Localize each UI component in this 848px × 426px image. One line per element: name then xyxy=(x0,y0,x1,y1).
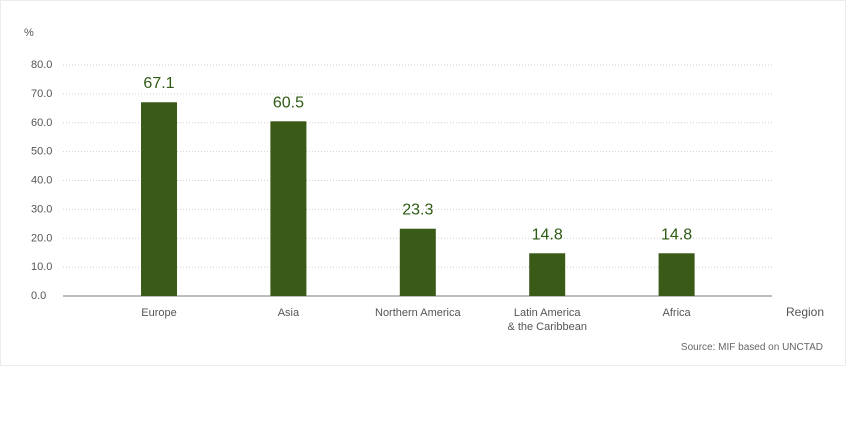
category-label: Asia xyxy=(278,307,300,319)
category-label: Latin America xyxy=(514,307,582,319)
y-unit-label: % xyxy=(24,27,34,39)
bar xyxy=(141,102,177,296)
y-tick-label: 60.0 xyxy=(31,117,52,129)
bar xyxy=(529,253,566,296)
value-label: 14.8 xyxy=(532,226,563,243)
y-tick-label: 10.0 xyxy=(31,261,52,273)
y-tick-label: 40.0 xyxy=(31,175,52,187)
bar xyxy=(658,253,695,296)
y-tick-label: 80.0 xyxy=(31,59,52,71)
value-label: 23.3 xyxy=(402,202,433,219)
category-label: Northern America xyxy=(375,307,461,319)
category-label: Europe xyxy=(141,307,176,319)
bar xyxy=(270,121,307,297)
y-tick-label: 50.0 xyxy=(31,146,52,158)
bar xyxy=(399,228,436,296)
category-labels: Europe Asia Northern America Latin America &… xyxy=(141,307,691,333)
y-axis-ticks: 0.0 10.0 20.0 30.0 40.0 50.0 60.0 70.0 80.0 xyxy=(31,59,52,302)
bars xyxy=(141,102,695,297)
value-label: 60.5 xyxy=(273,94,304,111)
y-tick-label: 20.0 xyxy=(31,232,52,244)
y-tick-label: 30.0 xyxy=(31,203,52,215)
category-label: Africa xyxy=(663,307,692,319)
y-tick-label: 0.0 xyxy=(31,290,46,302)
value-label: 14.8 xyxy=(661,226,692,243)
value-label: 67.1 xyxy=(143,75,174,92)
value-labels: 67.1 60.5 23.3 14.8 14.8 xyxy=(143,75,692,243)
source-note: Source: MIF based on UNCTAD xyxy=(681,342,823,353)
y-tick-label: 70.0 xyxy=(31,88,52,100)
category-label: & the Caribbean xyxy=(507,321,587,333)
x-axis-title: Region xyxy=(786,305,824,319)
